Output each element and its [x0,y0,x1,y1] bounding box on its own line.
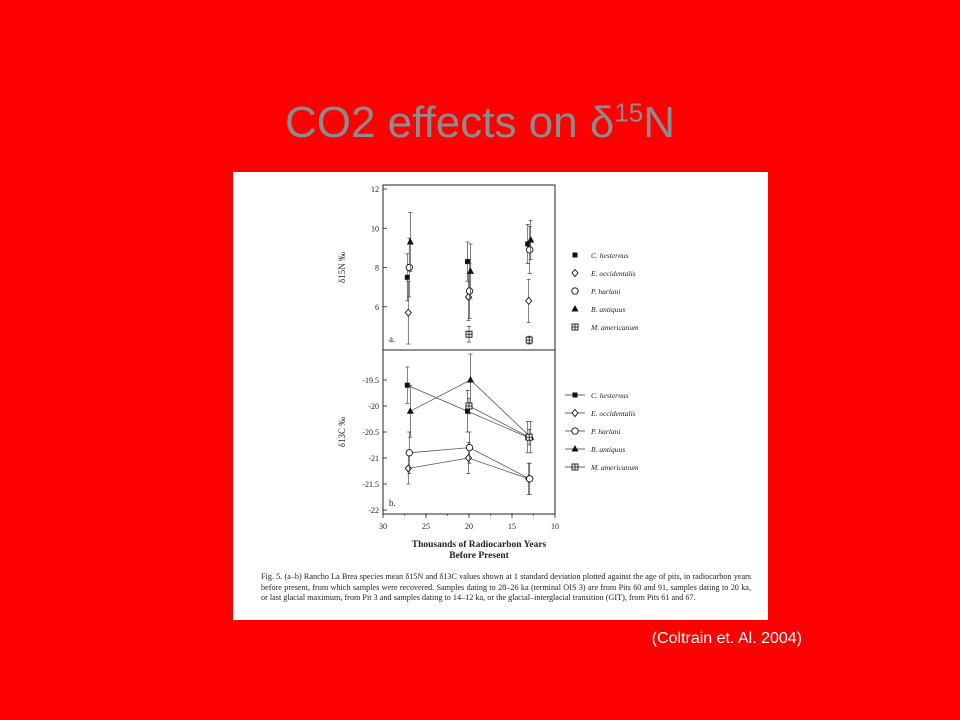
data-point [405,263,413,272]
figure-image: 6 8 10 12 δ15N ‰ a. C. hesternus E. occidentali… [233,172,768,620]
figure-caption: Fig. 5. (a–b) Rancho La Brea species mea… [261,572,751,603]
y-axis-label: δ15N ‰ [337,252,347,283]
data-point [405,449,413,457]
y-axis-label: δ13C ‰ [337,417,347,448]
data-point [406,237,414,245]
x-tick-label: 15 [508,522,516,531]
y-tick-label: -20 [368,402,379,411]
x-axis-label-line1: Thousands of Radiocarbon Years [412,540,547,550]
legend-marker [571,408,579,418]
x-axis-label-line2: Before Present [449,551,509,561]
legend-marker [571,323,579,331]
data-point [404,464,412,473]
panel-label: b. [389,498,396,508]
legend-label: E. occidentalis [590,409,636,418]
legend-marker [572,252,578,258]
legend-label: B. antiquus [591,445,625,454]
data-point [525,336,533,344]
data-point [527,236,535,243]
data-point [465,259,470,265]
data-point [465,443,474,452]
data-point [465,287,474,295]
data-point [404,308,412,317]
panel-label: a. [389,334,395,344]
data-point [525,433,533,441]
y-tick-label: 8 [375,264,379,273]
chart-svg: 6 8 10 12 δ15N ‰ a. C. hesternus E. occidentali… [337,184,639,561]
data-point [467,376,474,383]
y-tick-label: -21.5 [362,480,379,489]
legend-marker [571,445,579,452]
legend-marker [571,287,579,295]
legend-marker [571,268,579,278]
y-tick-label: 10 [371,224,379,233]
legend-label: M. americanum [590,323,639,332]
data-point [465,402,473,410]
data-point [525,296,533,306]
y-tick-label: -22 [368,506,379,515]
y-tick-label: -19.5 [362,376,379,385]
title-end: N [643,98,676,147]
x-tick-label: 30 [379,522,387,531]
y-tick-label: 6 [375,303,379,312]
data-point [526,246,534,254]
title-main: CO2 effects on δ [284,98,615,147]
x-tick-label: 20 [465,522,473,531]
data-point [525,241,531,247]
x-tick-label: 25 [422,522,430,531]
data-point [406,407,414,414]
citation: (Coltrain et. Al. 2004) [651,630,802,647]
legend-label: P. harlani [590,287,620,296]
legend-label: M. americanum [590,463,639,472]
legend-marker [571,463,579,471]
legend-label: P. harlani [590,427,620,436]
y-tick-label: -21 [368,454,379,463]
data-point [404,274,410,280]
x-tick-label: 10 [551,522,559,531]
data-point [465,330,473,338]
data-point [467,267,474,274]
y-tick-label: 12 [371,185,379,194]
legend-label: C. hesternus [591,251,629,260]
y-tick-label: -20.5 [362,428,379,437]
legend-marker [571,427,579,435]
slide-title: CO2 effects on δ15N [0,98,960,148]
legend-marker [571,305,579,312]
data-point [465,408,470,414]
title-superscript: 15 [614,97,644,128]
legend-label: B. antiquus [591,305,625,314]
data-point [526,475,534,483]
legend-label: C. hesternus [591,391,629,400]
data-point [404,382,410,388]
series-line [468,405,530,438]
data-point [464,453,473,463]
legend-marker [572,392,578,398]
legend-label: E. occidentalis [590,269,636,278]
